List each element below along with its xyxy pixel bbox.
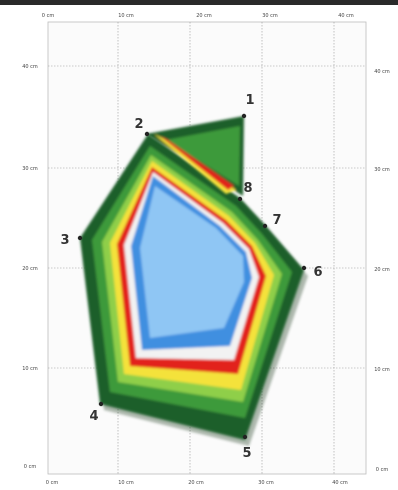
y-tick-left-2: 20 cm — [22, 266, 38, 272]
contour-bands — [80, 134, 304, 440]
vertex-label-2: 2 — [134, 117, 143, 132]
x-tick-top-1: 10 cm — [118, 13, 134, 19]
wing-red-edge — [160, 136, 234, 190]
vertex-marker-7 — [262, 223, 268, 229]
vertex-markers — [77, 113, 307, 440]
vertex-marker-2 — [144, 131, 150, 137]
y-tick-right-3: 10 cm — [374, 367, 390, 373]
y-tick-left-0: 40 cm — [22, 64, 38, 70]
vertex-marker-3 — [77, 235, 83, 241]
x-tick-bottom-3: 30 cm — [258, 480, 274, 486]
y-tick-left-4: 0 cm — [24, 464, 37, 470]
vertex-labels: 1 2 3 4 5 6 7 8 — [60, 93, 322, 461]
y-tick-right-0: 40 cm — [374, 69, 390, 75]
vertex-marker-6 — [301, 265, 307, 271]
band-light-blue — [140, 186, 244, 338]
x-tick-bottom-1: 10 cm — [118, 480, 134, 486]
vertex-label-1: 1 — [245, 93, 254, 108]
x-tick-top-0: 0 cm — [42, 13, 55, 19]
x-ticks-top: 0 cm 10 cm 20 cm 30 cm 40 cm — [42, 13, 354, 19]
y-ticks-left: 40 cm 30 cm 20 cm 10 cm 0 cm — [22, 64, 38, 470]
vertex-marker-8 — [237, 196, 243, 202]
y-tick-left-1: 30 cm — [22, 166, 38, 172]
y-tick-right-2: 20 cm — [374, 267, 390, 273]
x-tick-top-2: 20 cm — [196, 13, 212, 19]
vertex-marker-5 — [242, 434, 248, 440]
x-tick-bottom-4: 40 cm — [332, 480, 348, 486]
top-border — [0, 0, 398, 5]
vertex-label-7: 7 — [272, 213, 281, 228]
vertex-marker-4 — [98, 401, 104, 407]
y-tick-right-4: 0 cm — [376, 467, 389, 473]
y-tick-right-1: 30 cm — [374, 167, 390, 173]
y-ticks-right: 40 cm 30 cm 20 cm 10 cm 0 cm — [374, 69, 390, 473]
x-tick-bottom-0: 0 cm — [46, 480, 59, 486]
x-tick-bottom-2: 20 cm — [188, 480, 204, 486]
x-tick-top-4: 40 cm — [338, 13, 354, 19]
vertex-label-4: 4 — [89, 409, 98, 424]
vertex-label-5: 5 — [242, 446, 251, 461]
y-tick-left-3: 10 cm — [22, 366, 38, 372]
vertex-marker-1 — [241, 113, 247, 119]
top-wing — [146, 116, 244, 196]
x-tick-top-3: 30 cm — [262, 13, 278, 19]
vertex-label-6: 6 — [313, 265, 322, 280]
vertex-label-3: 3 — [60, 233, 69, 248]
vertex-label-8: 8 — [243, 181, 252, 196]
x-ticks-bottom: 0 cm 10 cm 20 cm 30 cm 40 cm — [46, 480, 348, 486]
wing-green — [166, 126, 240, 186]
